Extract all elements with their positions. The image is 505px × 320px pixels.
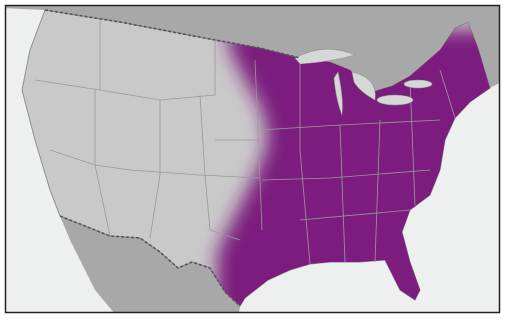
canada-border bbox=[44, 9, 301, 59]
great-lakes bbox=[294, 48, 433, 117]
map-frame bbox=[4, 4, 501, 314]
state-borders bbox=[34, 20, 456, 265]
canada bbox=[6, 6, 499, 92]
mexico bbox=[60, 216, 240, 312]
mexico-border bbox=[59, 215, 241, 307]
